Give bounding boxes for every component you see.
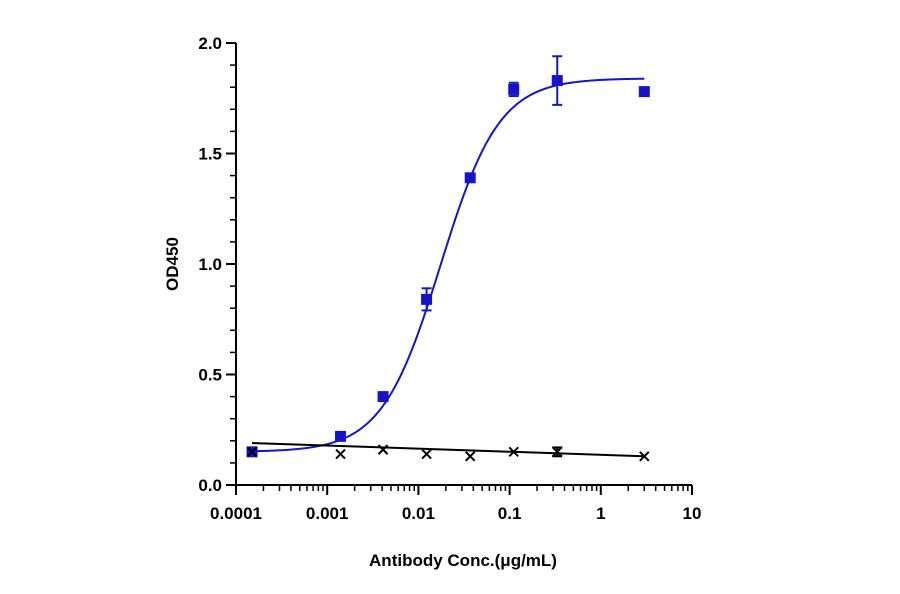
data-point-x (421, 448, 432, 460)
data-point-x (377, 444, 389, 455)
plot-marks (246, 55, 650, 462)
data-point-square (377, 391, 389, 403)
y-tick-label: 0.5 (198, 366, 222, 385)
y-tick-label: 1.5 (198, 145, 222, 164)
x-marker-stroke (552, 446, 563, 458)
x-tick-label: 10 (683, 504, 702, 523)
x-marker-stroke (377, 444, 389, 455)
data-point-square (421, 293, 433, 305)
x-tick-label: 0.001 (306, 504, 349, 523)
data-point-x (639, 451, 650, 462)
data-point-x (246, 446, 258, 458)
data-point-x (335, 448, 346, 460)
x-axis-title: Antibody Conc.(μg/mL) (369, 551, 557, 570)
data-point-square (508, 83, 520, 95)
axes: 0.0001 0.001 0.01 0.1 1 10 0.0 0.5 1.0 1.5 2.0 (198, 34, 701, 523)
x-marker-stroke (421, 448, 432, 460)
y-tick-label: 1.0 (198, 255, 222, 274)
x-marker-stroke (246, 446, 258, 458)
data-point-square (638, 86, 650, 98)
data-point-square (335, 430, 347, 442)
x-marker-stroke (639, 451, 650, 462)
x-tick-label: 0.1 (498, 504, 522, 523)
y-tick-label: 0.0 (198, 476, 222, 495)
x-tick-label: 1 (596, 504, 605, 523)
x-marker-stroke (335, 448, 346, 460)
data-point-square (464, 172, 476, 184)
data-point-x (465, 451, 476, 462)
x-tick-label: 0.01 (402, 504, 435, 523)
x-marker-stroke (465, 451, 476, 462)
data-point-x (508, 446, 519, 458)
data-point-x (552, 446, 563, 458)
y-axis-title: OD450 (163, 237, 182, 291)
data-point-square (551, 75, 563, 87)
x-marker-stroke (508, 446, 519, 458)
fit-curve-series-1 (252, 77, 645, 453)
x-tick-label: 0.0001 (210, 504, 262, 523)
fit-line-series-2 (252, 442, 645, 458)
y-tick-label: 2.0 (198, 34, 222, 53)
